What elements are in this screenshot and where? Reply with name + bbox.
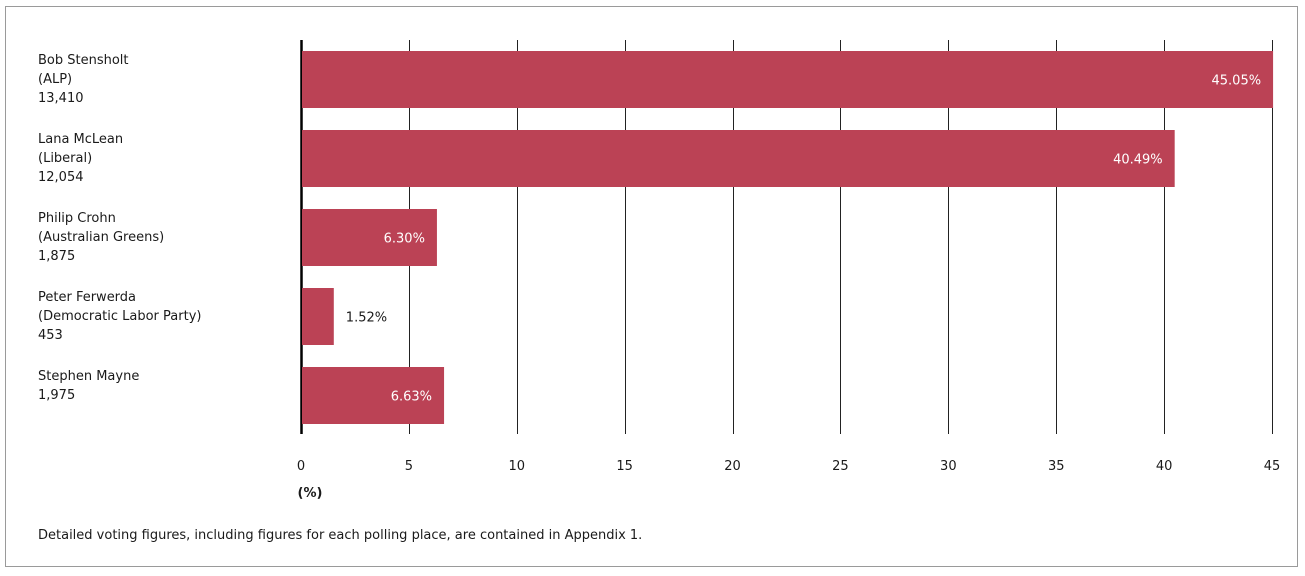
category-label: 13,410 bbox=[38, 91, 84, 106]
bar-value-label: 40.49% bbox=[1113, 153, 1163, 168]
x-tick-label: 15 bbox=[616, 459, 633, 474]
category-label: (Liberal) bbox=[38, 151, 92, 166]
bar-value-label: 6.30% bbox=[384, 232, 425, 247]
footnote: Detailed voting figures, including figur… bbox=[38, 528, 643, 543]
category-label: 12,054 bbox=[38, 170, 84, 185]
category-label: Bob Stensholt bbox=[38, 53, 129, 68]
category-label: 1,975 bbox=[38, 388, 75, 403]
x-tick-label: 40 bbox=[1156, 459, 1173, 474]
x-tick-label: 0 bbox=[297, 459, 305, 474]
category-label: Lana McLean bbox=[38, 132, 123, 147]
x-tick-label: 20 bbox=[724, 459, 741, 474]
category-label: (ALP) bbox=[38, 72, 72, 87]
x-tick-label: 25 bbox=[832, 459, 849, 474]
bar bbox=[302, 130, 1175, 187]
bar-value-label: 45.05% bbox=[1212, 74, 1262, 89]
x-tick-label: 45 bbox=[1264, 459, 1281, 474]
category-label: Philip Crohn bbox=[38, 211, 116, 226]
category-label: 453 bbox=[38, 328, 63, 343]
x-tick-label: 10 bbox=[509, 459, 526, 474]
category-label: Peter Ferwerda bbox=[38, 290, 136, 305]
category-label: Stephen Mayne bbox=[38, 369, 139, 384]
x-tick-label: 5 bbox=[405, 459, 413, 474]
category-label: 1,875 bbox=[38, 249, 75, 264]
bar bbox=[302, 367, 445, 424]
x-tick-label: 35 bbox=[1048, 459, 1065, 474]
category-label: (Australian Greens) bbox=[38, 230, 164, 245]
bar-value-label: 1.52% bbox=[346, 311, 387, 326]
x-tick-label: 30 bbox=[940, 459, 957, 474]
bar-value-label: 6.63% bbox=[391, 390, 432, 405]
bar bbox=[302, 51, 1274, 108]
bar bbox=[302, 209, 437, 266]
category-label: (Democratic Labor Party) bbox=[38, 309, 201, 324]
bar bbox=[302, 288, 334, 345]
x-axis-label: (%) bbox=[298, 486, 323, 501]
